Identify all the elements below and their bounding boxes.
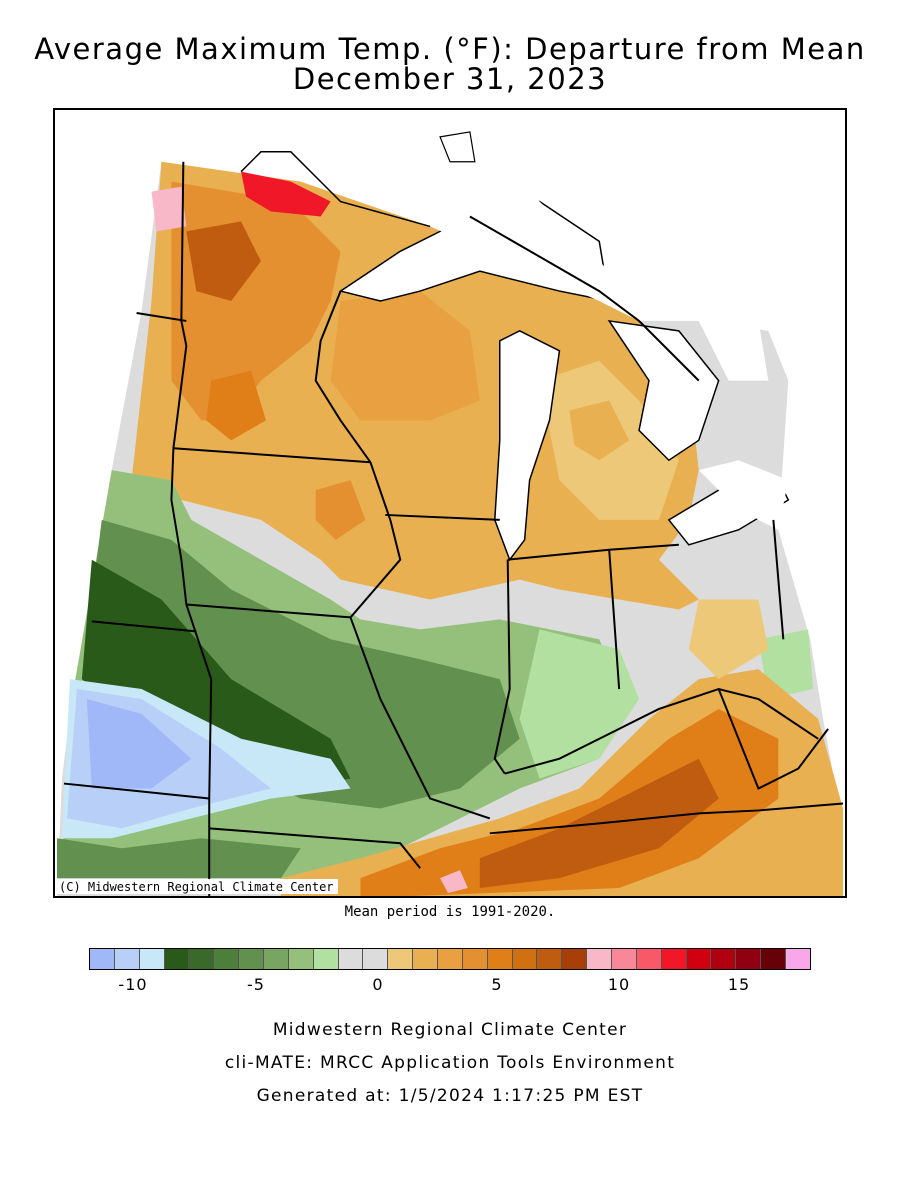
legend-swatch bbox=[413, 949, 439, 969]
legend-swatch bbox=[438, 949, 463, 969]
legend-swatch bbox=[487, 949, 513, 969]
legend-swatch bbox=[239, 949, 265, 969]
legend-swatch bbox=[114, 949, 140, 969]
region-cold-blue-deep bbox=[86, 699, 192, 789]
border-il-in bbox=[493, 559, 511, 775]
legend-swatch bbox=[264, 949, 289, 969]
footer-generated-time: Generated at: 1/5/2024 1:17:25 PM EST bbox=[256, 1086, 644, 1106]
map-title: Average Maximum Temp. (°F): Departure fr… bbox=[34, 32, 866, 66]
legend-color-bar bbox=[89, 948, 811, 970]
region-warm-mn-core bbox=[186, 221, 261, 302]
region-cool-green-dark bbox=[81, 559, 351, 789]
legend-swatch bbox=[214, 949, 240, 969]
legend-swatch bbox=[338, 949, 364, 969]
legend-tick-label: -10 bbox=[118, 975, 148, 994]
legend-swatch bbox=[761, 949, 787, 969]
region-cool-green-sw bbox=[56, 838, 301, 879]
border-oh-pa bbox=[772, 519, 785, 640]
legend-swatch bbox=[711, 949, 737, 969]
legend-swatch bbox=[462, 949, 488, 969]
map-panel: (C) Midwestern Regional Climate Center bbox=[53, 108, 847, 898]
legend-tick-label: 10 bbox=[607, 975, 631, 994]
border-ia-mo bbox=[186, 603, 351, 619]
border-ia-west bbox=[170, 448, 188, 605]
legend-swatch bbox=[736, 949, 762, 969]
legend-swatch bbox=[537, 949, 563, 969]
border-ks-ok bbox=[63, 782, 210, 800]
border-mn-west bbox=[172, 161, 188, 449]
legend-swatch bbox=[612, 949, 637, 969]
legend-swatch bbox=[661, 949, 687, 969]
legend-swatch bbox=[587, 949, 613, 969]
region-warm-wi bbox=[330, 291, 480, 421]
region-warm-ia-blob bbox=[315, 480, 366, 540]
mean-period-note: Mean period is 1991-2020. bbox=[344, 904, 556, 920]
border-mo-west bbox=[185, 604, 213, 799]
region-warm-south-mid bbox=[360, 708, 779, 896]
border-ohio-river bbox=[504, 688, 819, 775]
map-date: December 31, 2023 bbox=[292, 62, 608, 96]
border-ky-tn bbox=[489, 802, 844, 835]
region-hot-south-spot bbox=[440, 870, 468, 894]
legend-swatch bbox=[686, 949, 712, 969]
border-nd-sd bbox=[136, 311, 187, 322]
border-ia-il bbox=[349, 461, 402, 619]
border-mo-ar bbox=[209, 827, 421, 869]
legend-swatch bbox=[786, 949, 810, 969]
legend-swatch bbox=[164, 949, 190, 969]
legend-swatch bbox=[636, 949, 662, 969]
border-mn-wi bbox=[314, 290, 372, 463]
lake-michigan bbox=[494, 330, 561, 562]
border-wi-il bbox=[385, 513, 500, 521]
border-in-oh bbox=[608, 549, 621, 690]
region-warm-mi-core bbox=[569, 400, 630, 461]
border-ne-ks bbox=[91, 620, 197, 633]
border-wv bbox=[717, 688, 829, 790]
legend-swatch bbox=[388, 949, 414, 969]
region-cool-green-light bbox=[519, 629, 640, 779]
legend-swatch bbox=[90, 949, 115, 969]
legend-swatch bbox=[512, 949, 538, 969]
legend-swatch bbox=[363, 949, 389, 969]
legend-tick-label: 15 bbox=[727, 975, 751, 994]
arrowhead-coast bbox=[240, 151, 431, 228]
region-hot-nw-corner bbox=[151, 186, 187, 232]
border-mn-ia bbox=[173, 447, 371, 464]
temperature-departure-map bbox=[56, 131, 844, 896]
legend-swatch bbox=[288, 949, 314, 969]
border-mi-up bbox=[469, 215, 700, 382]
isle-royale bbox=[439, 131, 476, 163]
legend-tick-label: 0 bbox=[372, 975, 384, 994]
footer-organization: Midwestern Regional Climate Center bbox=[272, 1020, 628, 1040]
region-warm-mn-blob bbox=[206, 370, 266, 441]
region-hot-arrowhead bbox=[241, 171, 331, 217]
legend-swatch bbox=[189, 949, 215, 969]
legend-swatch bbox=[313, 949, 339, 969]
map-copyright: (C) Midwestern Regional Climate Center bbox=[57, 879, 338, 894]
legend-tick-label: 5 bbox=[491, 975, 503, 994]
ontario-shore bbox=[698, 460, 789, 530]
color-legend bbox=[89, 948, 811, 970]
canada-area bbox=[430, 186, 769, 381]
legend-swatch bbox=[139, 949, 165, 969]
border-il-mo bbox=[349, 617, 491, 820]
lake-huron bbox=[607, 319, 720, 462]
footer-application: cli-MATE: MRCC Application Tools Environ… bbox=[224, 1053, 676, 1073]
border-mi-in-oh bbox=[507, 543, 679, 561]
legend-tick-label: -5 bbox=[247, 975, 265, 994]
legend-swatch bbox=[562, 949, 588, 969]
region-warm-oh bbox=[688, 599, 769, 680]
